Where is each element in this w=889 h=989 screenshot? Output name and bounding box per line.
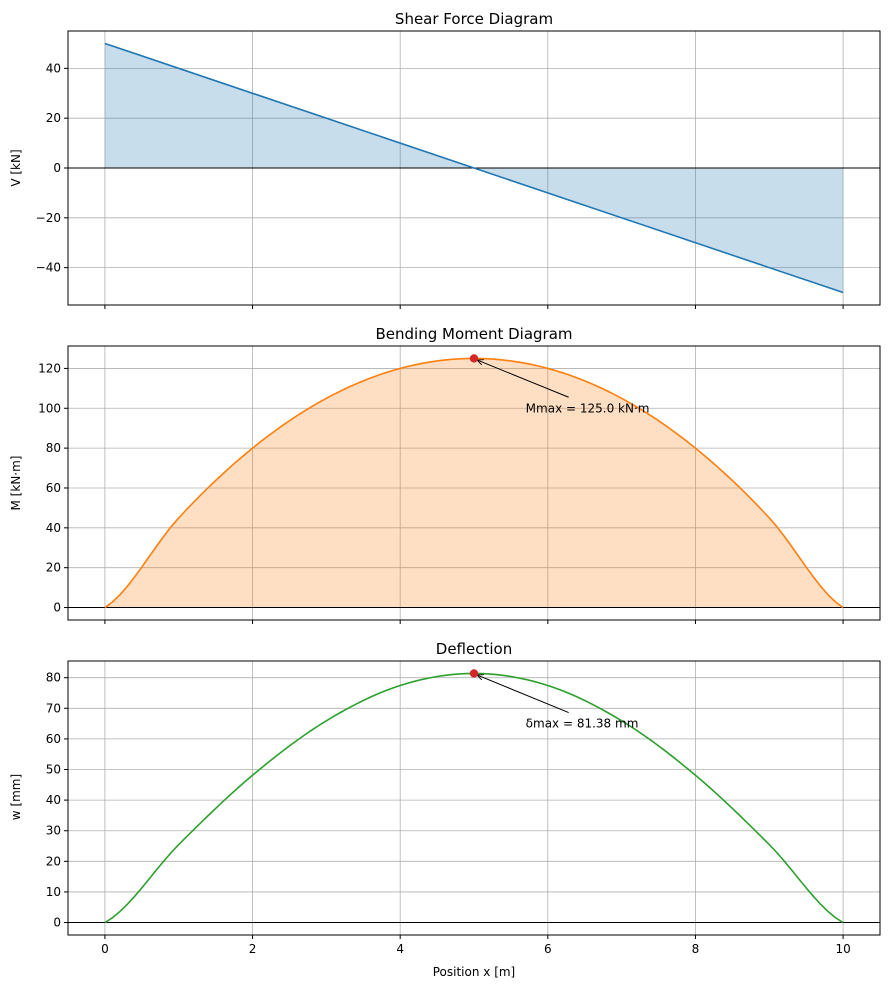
shear-plot-area: −40 −20 0 20 40 <box>36 30 881 309</box>
deflection-xtick-label: 2 <box>249 942 257 956</box>
shear-series-line <box>104 42 844 294</box>
moment-ylabel: M [kN·m] <box>9 456 23 511</box>
moment-ytick-label: 100 <box>38 401 61 415</box>
moment-title: Bending Moment Diagram <box>375 325 572 343</box>
deflection-panel: Deflection w [mm] Position x [m] 0102030… <box>9 640 881 979</box>
shear-title: Shear Force Diagram <box>395 10 553 28</box>
deflection-max-marker <box>469 669 479 678</box>
deflection-ytick-label: 70 <box>46 701 61 715</box>
deflection-ytick-label: 20 <box>46 854 61 868</box>
deflection-ytick-label: 60 <box>46 732 61 746</box>
moment-max-marker <box>469 354 479 363</box>
shear-ytick-label: −40 <box>36 261 61 275</box>
shear-ylabel: V [kN] <box>9 149 23 186</box>
deflection-ytick-label: 0 <box>53 916 61 930</box>
moment-annotation: Mmax = 125.0 kN·m <box>526 401 650 415</box>
moment-ytick-label: 0 <box>53 601 61 615</box>
shear-ytick-label: −20 <box>36 211 61 225</box>
deflection-xtick-label: 4 <box>396 942 404 956</box>
bending-moment-panel: Bending Moment Diagram M [kN·m] 0 20 40 60 8… <box>9 325 881 624</box>
shear-ytick-label: 20 <box>46 111 61 125</box>
moment-fill <box>104 358 844 608</box>
deflection-annotation-arrow <box>477 675 569 714</box>
deflection-ytick-label: 30 <box>46 824 61 838</box>
deflection-ytick-label: 80 <box>46 671 61 685</box>
deflection-ytick-label: 40 <box>46 793 61 807</box>
deflection-ytick-label: 50 <box>46 763 61 777</box>
deflection-plot-area: 0 10 20 30 40 50 60 70 80 0 2 4 6 8 10 <box>46 660 881 956</box>
moment-ytick-label: 40 <box>46 521 61 535</box>
deflection-series-line <box>104 672 844 924</box>
moment-ytick-label: 120 <box>38 361 61 375</box>
deflection-xtick-label: 0 <box>101 942 109 956</box>
moment-ytick-label: 60 <box>46 481 61 495</box>
shear-force-panel: Shear Force Diagram V [kN] −40 −20 0 20 40 <box>9 10 881 309</box>
deflection-ylabel: w [mm] <box>9 774 23 820</box>
deflection-xtick-label: 8 <box>692 942 700 956</box>
deflection-annotation: δmax = 81.38 mm <box>526 717 639 731</box>
moment-annotation-arrow <box>477 360 569 398</box>
moment-axes-frame <box>67 345 881 621</box>
moment-ytick-label: 80 <box>46 441 61 455</box>
deflection-xlabel: Position x [m] <box>433 965 516 979</box>
shear-ytick-label: 40 <box>46 61 61 75</box>
deflection-xtick-label: 10 <box>835 942 850 956</box>
deflection-ytick-label: 10 <box>46 885 61 899</box>
deflection-xtick-label: 6 <box>544 942 552 956</box>
shear-ytick-label: 0 <box>53 161 61 175</box>
moment-plot-area: 0 20 40 60 80 100 120 <box>38 345 881 624</box>
moment-ytick-label: 20 <box>46 561 61 575</box>
deflection-axes-frame <box>67 660 881 936</box>
deflection-title: Deflection <box>436 640 512 658</box>
